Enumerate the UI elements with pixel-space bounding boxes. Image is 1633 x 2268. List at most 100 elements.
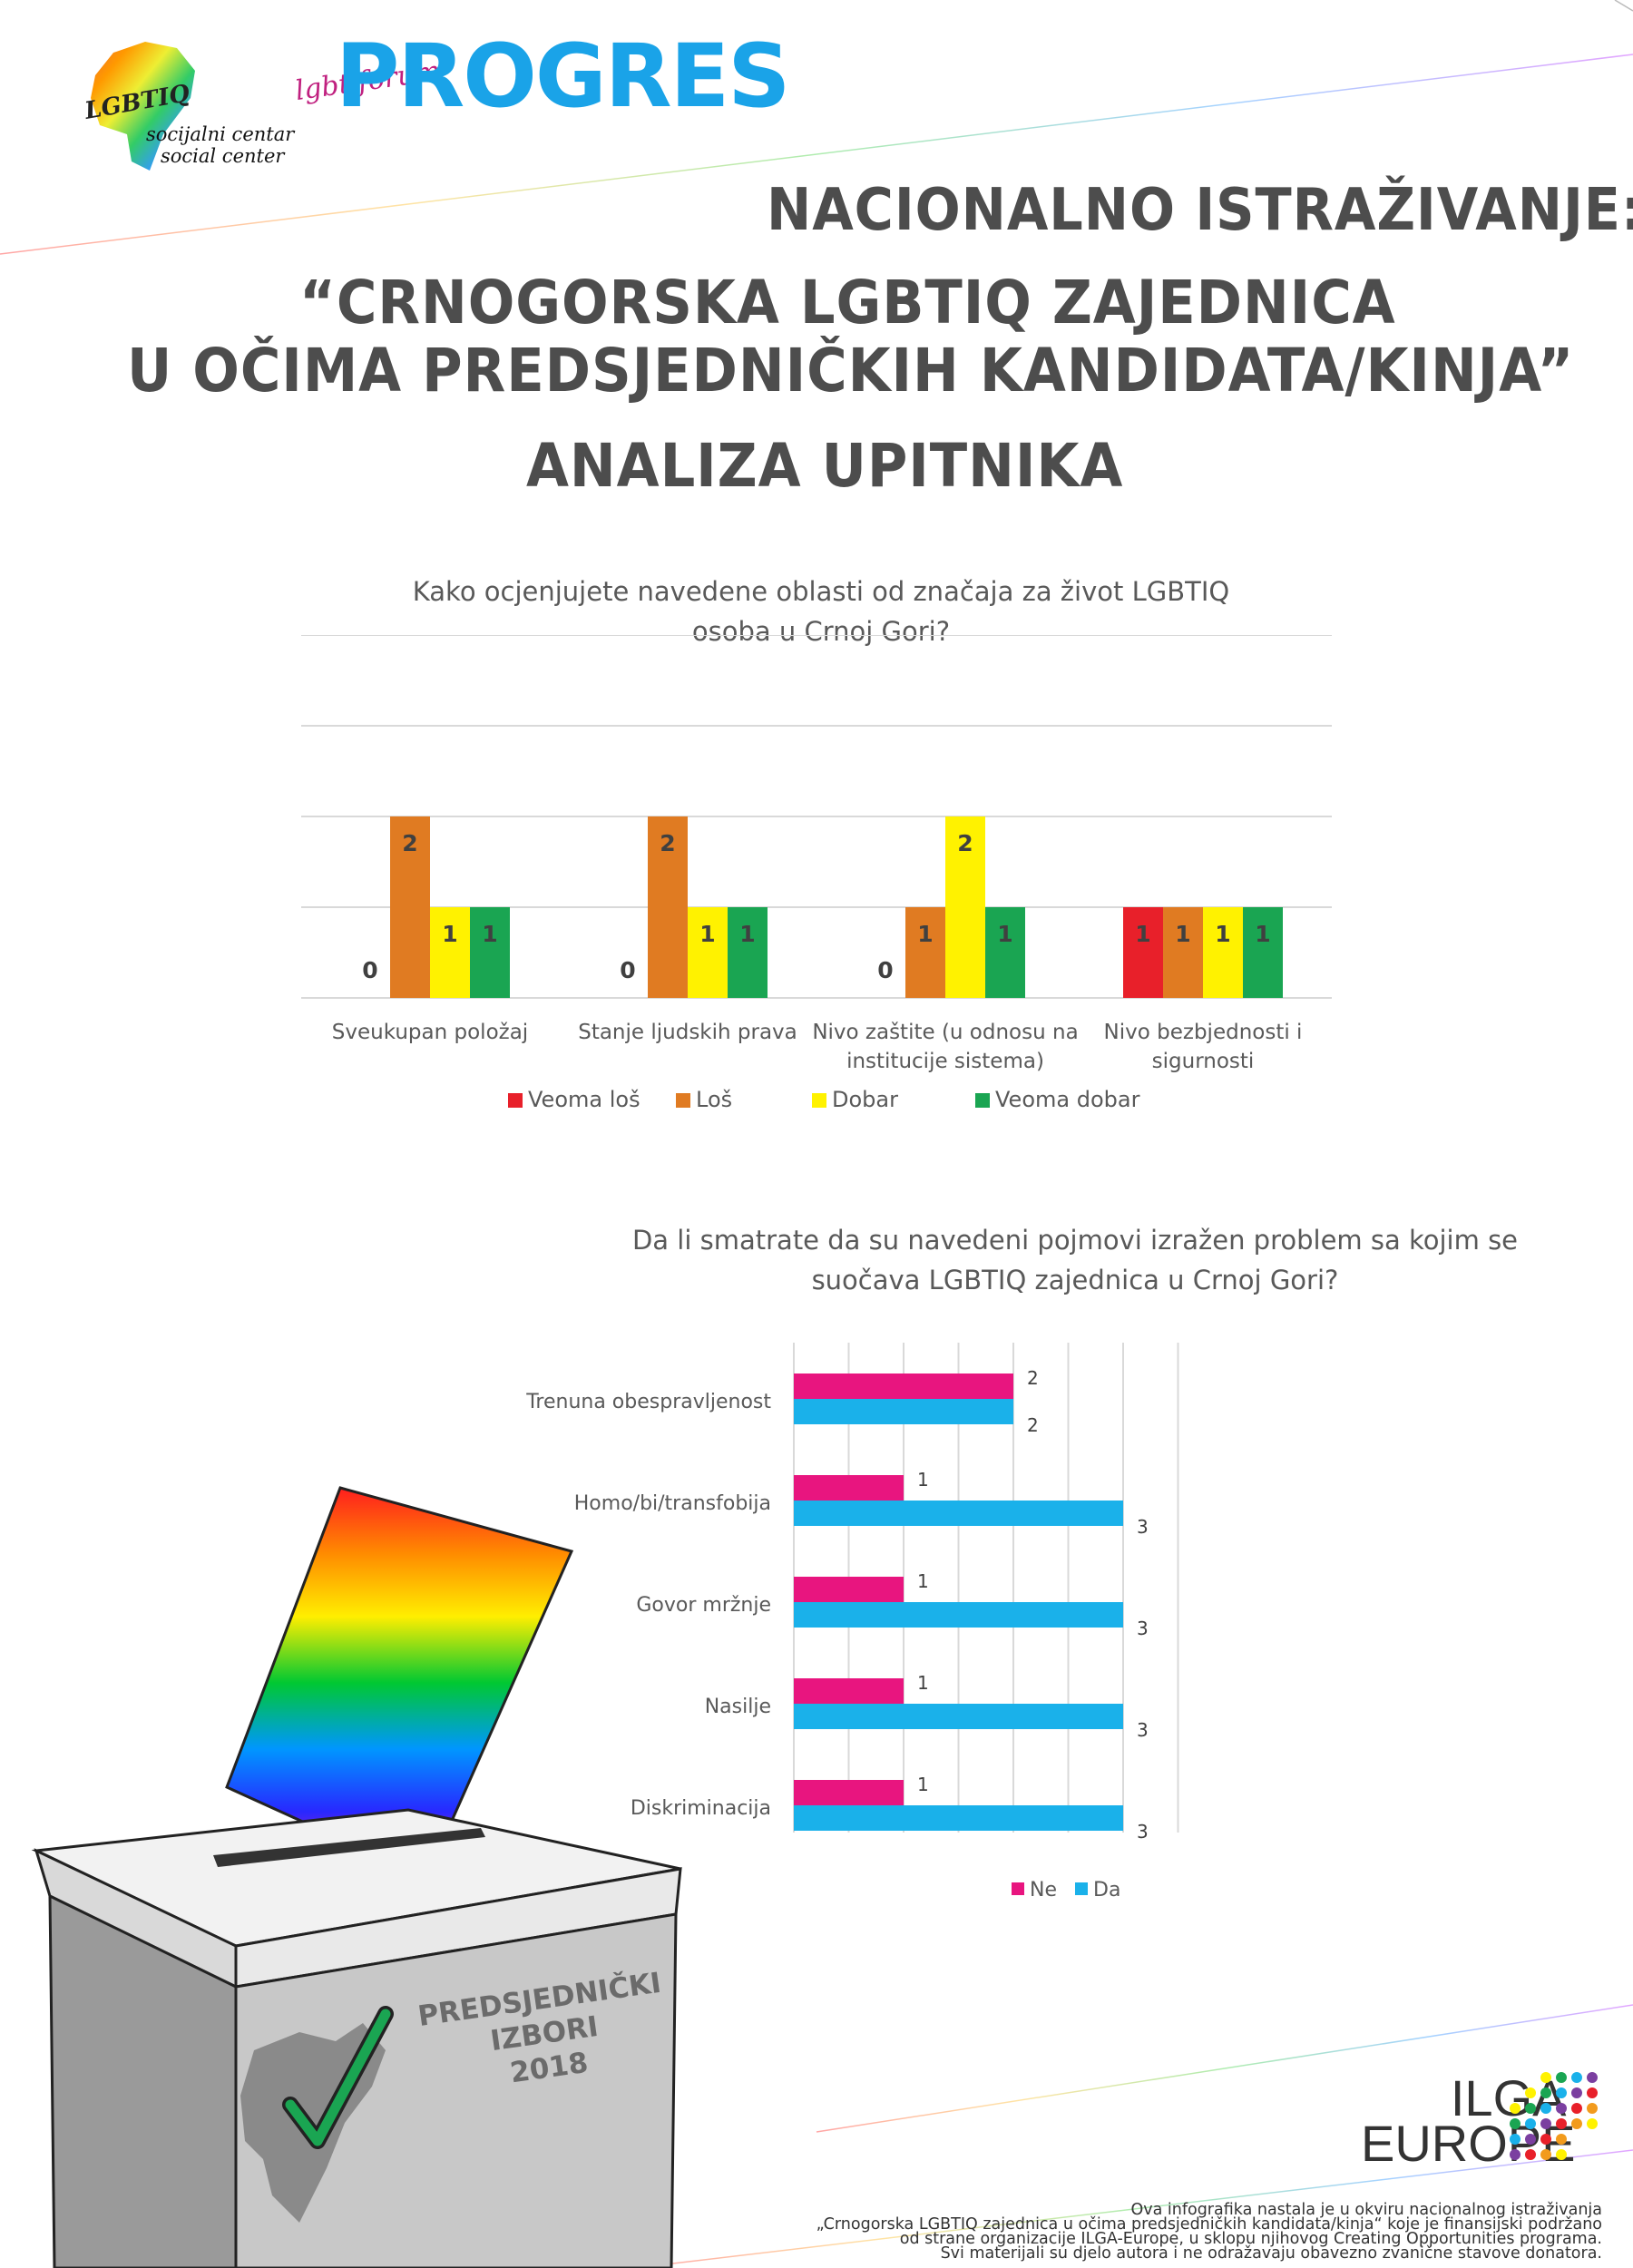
chart1-data-label: 1	[997, 921, 1012, 947]
chart1-title: Kako ocjenjujete navedene oblasti od zna…	[299, 572, 1343, 651]
footer-line3: od strane organizacije ILGA-Europe, u sk…	[899, 2230, 1602, 2248]
ilga-line2: EUROPE	[1361, 2115, 1576, 2172]
ilga-dot	[1525, 2103, 1536, 2114]
chart2-legend-swatch	[1012, 1882, 1024, 1895]
chart1-data-label: 2	[957, 830, 973, 856]
chart1-bar	[1243, 907, 1283, 998]
ilga-dot	[1587, 2072, 1598, 2083]
chart1-data-label: 1	[1175, 921, 1190, 947]
chart1-legend-label: Dobar	[832, 1087, 898, 1112]
chart2-bar	[794, 1374, 1013, 1399]
ilga-dot	[1510, 2118, 1521, 2129]
chart1-bar	[688, 907, 728, 998]
chart2-category-label: Trenuna obespravljenost	[525, 1391, 771, 1413]
chart2-data-label: 1	[917, 1672, 929, 1694]
ilga-dot	[1540, 2134, 1551, 2145]
lgbtiq-center-logo: LGBTIQ socijalni centar social center	[77, 34, 313, 180]
chart2-title: Da li smatrate da su navedeni pojmovi iz…	[599, 1220, 1551, 1300]
chart2-bar	[794, 1399, 1013, 1424]
chart2-title-line2: suočava LGBTIQ zajednica u Crnoj Gori?	[811, 1265, 1339, 1295]
logo-line1: socijalni centar	[146, 123, 295, 145]
ilga-dot	[1556, 2149, 1567, 2160]
chart2-svg: Trenuna obespravljenost 2 2 Homo/bi/transfo…	[525, 1343, 1179, 1901]
chart1-data-label: 2	[660, 830, 675, 856]
chart1-data-label: 1	[1255, 921, 1270, 947]
header-line3: U OČIMA PREDSJEDNIČKIH KANDIDATA/KINJA”	[127, 336, 1575, 406]
ilga-dot	[1556, 2072, 1567, 2083]
footer-line4: Svi materijali su djelo autora i ne odra…	[940, 2244, 1602, 2263]
ilga-dot	[1587, 2103, 1598, 2114]
ilga-dot	[1510, 2103, 1521, 2114]
chart2-category-label: Homo/bi/transfobija	[574, 1492, 771, 1515]
chart1-bar	[1203, 907, 1243, 998]
ilga-dot	[1556, 2134, 1567, 2145]
chart1-bar	[905, 907, 945, 998]
chart1-data-label: 2	[402, 830, 417, 856]
chart1-title-line2: osoba u Crnoj Gori?	[691, 616, 951, 647]
chart2-data-label: 2	[1027, 1367, 1039, 1389]
chart1-category-label: Sveukupan položaj	[332, 1021, 528, 1044]
ilga-dot	[1587, 2118, 1598, 2129]
chart2-data-label: 1	[917, 1570, 929, 1592]
ilga-dot	[1571, 2087, 1582, 2098]
ilga-dot	[1571, 2118, 1582, 2129]
chart2-title-line1: Da li smatrate da su navedeni pojmovi iz…	[631, 1225, 1519, 1256]
ilga-dot	[1525, 2118, 1536, 2129]
chart2-category-label: Govor mržnje	[636, 1594, 771, 1617]
montenegro-rainbow-map-icon	[91, 42, 195, 171]
chart1-data-label: 0	[877, 957, 893, 983]
chart1-bar	[470, 907, 510, 998]
chart2-bar	[794, 1602, 1123, 1628]
chart1-bar	[1123, 907, 1163, 998]
footer-text: Ova infografika nastala je u okviru naci…	[816, 2201, 1602, 2263]
chart1-legend-swatch	[812, 1093, 826, 1108]
chart1-bar	[430, 907, 470, 998]
chart2-category-label: Nasilje	[705, 1696, 771, 1718]
chart1-legend-swatch	[975, 1093, 990, 1108]
ilga-dots-icon	[1510, 2072, 1598, 2160]
chart2-bar	[794, 1475, 904, 1501]
chart2-bar	[794, 1704, 1123, 1729]
chart1-data-label: 1	[482, 921, 497, 947]
chart1-data-label: 1	[917, 921, 933, 947]
ilga-dot	[1525, 2149, 1536, 2160]
chart2-data-label: 3	[1137, 1719, 1149, 1741]
chart2-data-label: 2	[1027, 1414, 1039, 1436]
chart2-bar	[794, 1805, 1123, 1831]
chart1-data-label: 1	[442, 921, 457, 947]
ballot-box-illustration	[31, 1486, 682, 2268]
footer-line1: Ova infografika nastala je u okviru naci…	[1130, 2201, 1602, 2219]
chart2-legend-swatch	[1075, 1882, 1088, 1895]
chart2-data-label: 3	[1137, 1618, 1149, 1639]
chart2-data-label: 1	[917, 1469, 929, 1491]
chart2-legend-label: Da	[1093, 1879, 1120, 1901]
ilga-dot	[1556, 2103, 1567, 2114]
chart1-bar	[390, 816, 430, 998]
chart1-category-label: institucije sistema)	[846, 1050, 1044, 1073]
chart1-category-label: Nivo bezbjednosti i	[1104, 1021, 1303, 1044]
ilga-dot	[1571, 2072, 1582, 2083]
header-line4: ANALIZA UPITNIKA	[526, 431, 1124, 501]
chart2-legend-label: Ne	[1030, 1879, 1057, 1901]
chart2-bar	[794, 1501, 1123, 1526]
ilga-dot	[1540, 2087, 1551, 2098]
chart2-data-label: 3	[1137, 1821, 1149, 1843]
chart2-bar	[794, 1577, 904, 1602]
chart1-data-label: 1	[1215, 921, 1230, 947]
chart1-category-label: Nivo zaštite (u odnosu na	[812, 1021, 1078, 1044]
chart1-legend-label: Loš	[696, 1087, 732, 1112]
chart1-legend-label: Veoma dobar	[995, 1087, 1140, 1112]
chart1-bar	[985, 907, 1025, 998]
chart1-data-label: 1	[1135, 921, 1150, 947]
progres-logo: PROGRES	[336, 25, 790, 127]
chart2-bar	[794, 1780, 904, 1805]
chart1-legend-swatch	[508, 1093, 523, 1108]
chart1-legend-label: Veoma loš	[528, 1087, 640, 1112]
chart1-data-label: 1	[699, 921, 715, 947]
ilga-dot	[1540, 2072, 1551, 2083]
ilga-dot	[1510, 2134, 1521, 2145]
chart1-category-label: sigurnosti	[1152, 1050, 1255, 1073]
ilga-dot	[1540, 2103, 1551, 2114]
